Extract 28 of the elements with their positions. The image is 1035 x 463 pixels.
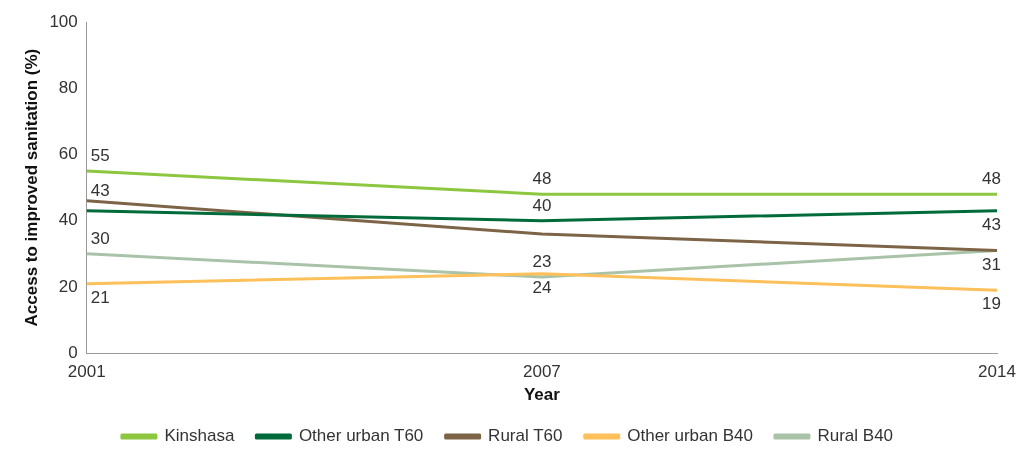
data-label: 43 xyxy=(90,181,110,201)
x-tick-label: 2001 xyxy=(67,362,106,382)
data-label: 23 xyxy=(532,252,552,272)
legend-label: Other urban B40 xyxy=(627,426,753,446)
legend-label: Rural B40 xyxy=(817,426,894,446)
x-tick-label: 2014 xyxy=(978,362,1016,382)
data-label: 24 xyxy=(532,277,552,297)
y-tick-label: 80 xyxy=(58,77,78,97)
data-label: 30 xyxy=(90,229,110,249)
data-label: 55 xyxy=(90,146,110,166)
data-label: 48 xyxy=(532,169,552,189)
data-label: 31 xyxy=(982,254,1001,274)
y-tick-label: 60 xyxy=(58,144,78,164)
y-axis-title: Access to improved sanitation (%) xyxy=(21,48,41,327)
data-label: 43 xyxy=(982,214,1001,234)
data-label: 21 xyxy=(90,287,110,307)
legend-label: Kinshasa xyxy=(164,426,235,446)
y-tick-label: 100 xyxy=(49,11,78,31)
y-tick-label: 40 xyxy=(58,210,78,230)
y-tick-label: 20 xyxy=(58,276,78,296)
data-label: 19 xyxy=(982,294,1001,314)
legend-label: Other urban T60 xyxy=(298,426,424,446)
legend-label: Rural T60 xyxy=(488,426,563,446)
y-tick-label: 0 xyxy=(68,342,78,362)
data-label: 40 xyxy=(532,195,552,215)
x-tick-label: 2007 xyxy=(522,362,561,382)
x-axis-title: Year xyxy=(523,385,561,405)
data-label: 48 xyxy=(982,169,1001,189)
